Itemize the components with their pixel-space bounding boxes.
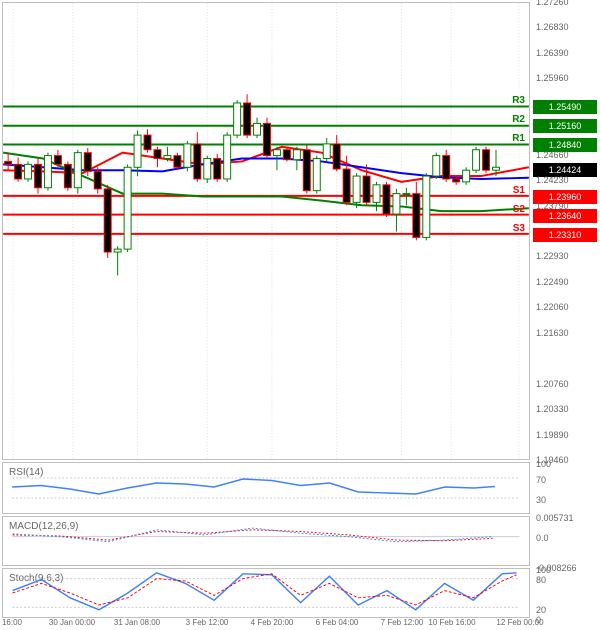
level-label-s3: S3 (513, 223, 525, 234)
rsi-svg (3, 463, 529, 513)
y-tick: 1.20760 (536, 379, 569, 389)
y-tick: 1.27260 (536, 0, 569, 7)
level-label-r1: R1 (512, 133, 525, 144)
x-axis: 16:00 30 Jan 00:00 31 Jan 08:00 3 Feb 12:00… (2, 618, 530, 630)
x-tick: 3 Feb 12:00 (186, 618, 229, 627)
y-tick: 1.24660 (536, 150, 569, 160)
y-tick: 1.20330 (536, 404, 569, 414)
rsi-tick: 100 (536, 459, 551, 469)
y-tick: 1.26830 (536, 22, 569, 32)
macd-tick: 0.0 (536, 533, 549, 543)
stoch-panel[interactable]: Stoch(9,6,3) (2, 568, 530, 618)
stoch-tick: 100 (536, 565, 551, 575)
x-tick: 6 Feb 04:00 (316, 618, 359, 627)
rsi-tick: 30 (536, 495, 546, 505)
level-label-s2: S2 (513, 204, 525, 215)
y-tick: 1.23790 (536, 201, 569, 211)
x-tick: 16:00 (2, 618, 22, 627)
y-tick: 1.22490 (536, 277, 569, 287)
y-tick: 1.22060 (536, 302, 569, 312)
y-tick: 1.25960 (536, 73, 569, 83)
price-svg (3, 3, 529, 459)
y-tick: 1.26390 (536, 48, 569, 58)
macd-panel[interactable]: MACD(12,26,9) (2, 516, 530, 566)
macd-tick: 0.005731 (536, 513, 574, 523)
stoch-svg (3, 569, 529, 617)
trading-chart: R31.25490R21.25160R11.24840S11.23960S21.… (0, 0, 600, 630)
y-tick: 1.24230 (536, 175, 569, 185)
y-tick: 1.22930 (536, 251, 569, 261)
x-tick: 30 Jan 00:00 (49, 618, 95, 627)
rsi-panel[interactable]: RSI(14) (2, 462, 530, 514)
stoch-tick: 20 (536, 605, 546, 615)
level-label-r2: R2 (512, 114, 525, 125)
stoch-tick: 80 (536, 575, 546, 585)
x-tick: 4 Feb 20:00 (251, 618, 294, 627)
macd-svg (3, 517, 529, 565)
y-tick: 1.19890 (536, 430, 569, 440)
price-panel[interactable]: R31.25490R21.25160R11.24840S11.23960S21.… (2, 2, 530, 460)
y-tick: 1.21630 (536, 328, 569, 338)
x-tick: 10 Feb 16:00 (428, 618, 475, 627)
x-tick: 12 Feb 00:00 (496, 618, 543, 627)
level-label-r3: R3 (512, 95, 525, 106)
y-axis: 1.27260 1.26830 1.26390 1.25960 1.24660 1.242… (532, 2, 600, 618)
x-tick: 31 Jan 08:00 (114, 618, 160, 627)
rsi-tick: 70 (536, 475, 546, 485)
level-label-s1: S1 (513, 185, 525, 196)
x-tick: 7 Feb 12:00 (381, 618, 424, 627)
